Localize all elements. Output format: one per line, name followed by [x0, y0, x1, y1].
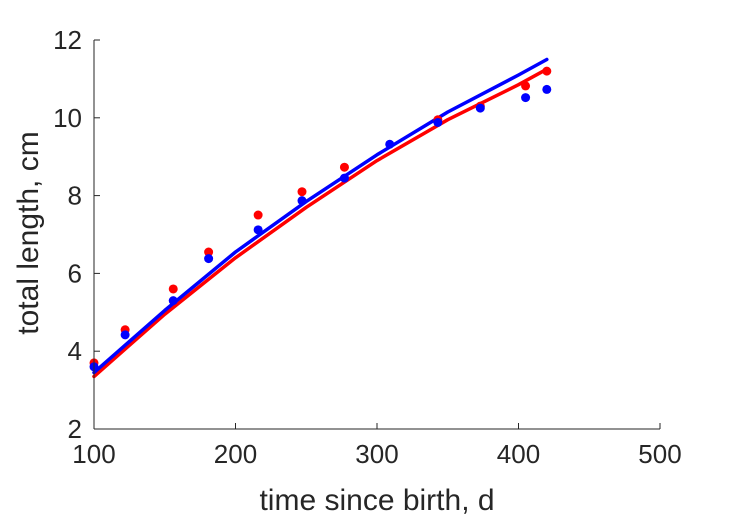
data-point — [521, 93, 531, 103]
data-point — [339, 173, 349, 183]
y-tick-label: 4 — [68, 336, 82, 366]
data-point — [542, 84, 552, 94]
x-tick-label: 200 — [214, 439, 257, 469]
data-point — [253, 210, 263, 220]
data-point — [168, 296, 178, 306]
fit-line — [92, 67, 549, 379]
data-point — [475, 103, 485, 113]
y-tick-label: 10 — [53, 103, 82, 133]
data-point — [542, 66, 552, 76]
y-tick-label: 12 — [53, 25, 82, 55]
x-tick-label: 400 — [497, 439, 540, 469]
data-point — [253, 225, 263, 235]
x-axis-label: time since birth, d — [259, 484, 494, 517]
data-point — [385, 139, 395, 149]
data-point — [521, 81, 531, 91]
y-tick-label: 2 — [68, 414, 82, 444]
data-point — [433, 117, 443, 127]
data-point — [204, 254, 214, 264]
y-axis-label: total length, cm — [12, 131, 45, 334]
y-tick-label: 8 — [68, 181, 82, 211]
data-point — [297, 196, 307, 206]
data-point — [120, 330, 130, 340]
data-point — [168, 284, 178, 294]
data-point — [297, 187, 307, 197]
x-tick-label: 100 — [72, 439, 115, 469]
plot-area — [89, 57, 552, 379]
data-point — [204, 247, 214, 257]
x-tick-label: 500 — [638, 439, 681, 469]
axes: 100 200 300 400 500 2 4 6 8 10 12 — [53, 25, 682, 469]
y-tick-label: 6 — [68, 258, 82, 288]
x-tick-label: 300 — [355, 439, 398, 469]
data-point — [339, 162, 349, 172]
